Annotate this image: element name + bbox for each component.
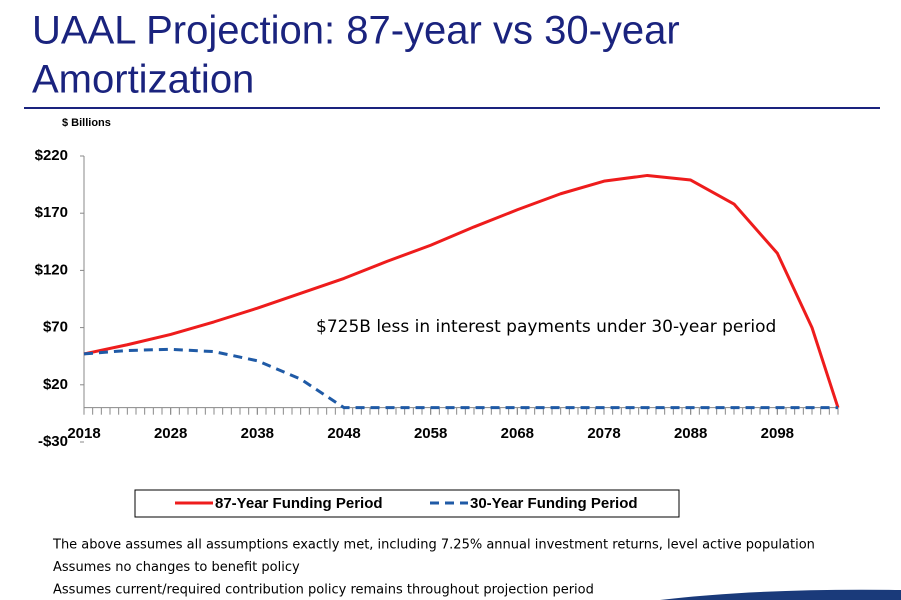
footnote: The above assumes all assumptions exactl… — [52, 538, 815, 553]
x-tick-label: 2028 — [154, 425, 187, 442]
legend-label: 87-Year Funding Period — [215, 495, 383, 512]
y-tick-label: $120 — [35, 261, 68, 278]
title-line: UAAL Projection: 87-year vs 30-year — [32, 9, 680, 53]
series-line — [83, 347, 838, 410]
x-tick-label: 2018 — [67, 425, 100, 442]
y-tick-label: $20 — [43, 376, 68, 393]
x-tick-label: 2068 — [501, 425, 534, 442]
legend-box — [134, 489, 680, 518]
x-tick-label: 2038 — [241, 425, 274, 442]
x-tick-label: 2078 — [587, 425, 620, 442]
footnote: Assumes no changes to benefit policy — [53, 560, 300, 575]
annotation: $725B less in interest payments under 30… — [316, 317, 776, 337]
series-line — [83, 173, 840, 409]
x-tick-label: 2088 — [674, 425, 707, 442]
x-tick-label: 2058 — [414, 425, 447, 442]
decoration — [660, 589, 901, 600]
footnote: Assumes current/required contribution po… — [53, 583, 594, 598]
title-line: Amortization — [32, 58, 254, 102]
y-tick-label: $70 — [43, 319, 68, 336]
y-tick-label: -$30 — [38, 433, 68, 450]
legend-label: 30-Year Funding Period — [470, 495, 638, 512]
x-tick-label: 2098 — [761, 425, 794, 442]
y-tick-label: $220 — [35, 147, 68, 164]
x-tick-label: 2048 — [327, 425, 360, 442]
y-axis-label: $ Billions — [62, 117, 111, 129]
y-tick-label: $170 — [35, 204, 68, 221]
